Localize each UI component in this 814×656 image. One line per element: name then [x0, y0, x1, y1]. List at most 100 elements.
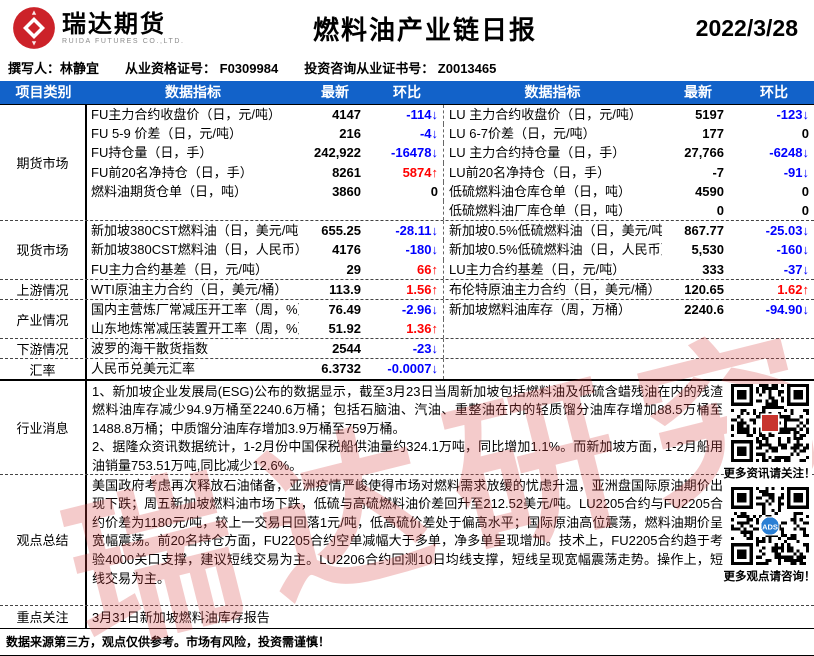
change-value-cell: -6248↓ — [769, 145, 809, 161]
bottom-divider — [0, 654, 814, 656]
latest-value-cell: 242,922 — [314, 145, 361, 161]
latest-value-cell: 867.77 — [684, 223, 724, 239]
latest-value-cell: 76.49 — [328, 301, 361, 317]
change-value-cell: -160↓ — [776, 242, 809, 258]
indicator-cell: 新加坡0.5%低硫燃料油（日，美元/吨） — [443, 221, 662, 241]
change-value-cell — [734, 319, 814, 338]
change-value-cell: -16478↓ — [391, 145, 438, 161]
change-value-cell: -25.03↓ — [765, 223, 809, 239]
indicator-cell — [443, 339, 662, 359]
change-value-cell: -180↓ — [405, 242, 438, 258]
change-value-cell: 5874↑ — [402, 164, 438, 180]
logo-text: 瑞达期货 RUIDA FUTURES CO.,LTD. — [62, 11, 185, 45]
change-value-cell: 0 — [801, 202, 809, 218]
section-rows: WTI原油主力合约（日，美元/桶） 113.9 1.56↑ 布伦特原油主力合约（日，美… — [87, 279, 814, 299]
indicator-cell: 山东地炼常减压装置开工率（周，%） — [91, 321, 299, 337]
table-body: 期货市场 FU主力合约收盘价（日，元/吨） 4147 -114↓ LU 主力合约收盘价（… — [0, 105, 814, 381]
writer-qualification: 从业资格证号： F0309984 — [125, 61, 279, 76]
table-row: FU前20名净持仓（日，手） 8261 5874↑ LU前20名净持仓（日，手） -7 -… — [87, 162, 814, 182]
change-value-cell: 0 — [801, 183, 809, 199]
section-rows: 波罗的海干散货指数 2544 -23↓ — [87, 339, 814, 359]
indicator-cell: 低硫燃料油厂库仓单（日，吨） — [443, 200, 662, 221]
table-row: 新加坡380CST燃料油（日，人民币） 4176 -180↓ 新加坡0.5%低硫燃料油… — [87, 240, 814, 260]
table-row: FU 5-9 价差（日，元/吨） 216 -4↓ LU 6-7价差（日，元/吨） 177… — [87, 124, 814, 144]
table-header-row: 项目类别 数据指标 最新 环比 数据指标 最新 环比 — [0, 81, 814, 105]
latest-value-cell: 27,766 — [684, 145, 724, 161]
change-value-cell: 0 — [430, 183, 438, 199]
opinion-summary-row: 观点总结 美国政府考虑再次释放石油储备，亚洲疫情严峻使得市场对燃料需求放缓的忧虑… — [0, 474, 814, 606]
ruida-logo: 瑞达期货 RUIDA FUTURES CO.,LTD. — [0, 6, 232, 50]
table-section: 下游情况 波罗的海干散货指数 2544 -23↓ — [0, 339, 814, 360]
page-title: 燃料油产业链日报 — [312, 14, 537, 45]
table-row: 波罗的海干散货指数 2544 -23↓ — [87, 339, 814, 359]
change-value-cell: 66↑ — [417, 261, 438, 277]
latest-value-cell: 0 — [716, 202, 724, 218]
indicator-cell: FU前20名净持仓（日，手） — [91, 164, 253, 180]
ruida-logo-icon — [13, 7, 55, 49]
latest-value-cell: 6.3732 — [321, 361, 361, 377]
latest-value-cell: 2544 — [332, 341, 361, 357]
latest-value-cell: 5,530 — [691, 242, 724, 258]
category-label: 产业情况 — [0, 299, 87, 339]
table-row: 人民币兑美元汇率 6.3732 -0.0007↓ — [87, 359, 814, 379]
table-header-cell: 数据指标 — [165, 84, 221, 100]
brand-subtitle: RUIDA FUTURES CO.,LTD. — [62, 37, 185, 45]
latest-value-cell: 113.9 — [329, 281, 361, 297]
table-row: 燃料油期货仓单（日，吨） 3860 0 低硫燃料油仓库仓单（日，吨） 4590 0 — [87, 181, 814, 201]
latest-value-cell: 4590 — [695, 183, 724, 199]
latest-value-cell: 2240.6 — [684, 301, 724, 317]
wechat-qr-code-opinion: ADS — [730, 487, 809, 565]
latest-value-cell — [662, 359, 734, 378]
change-value-cell: -94.90↓ — [765, 301, 809, 317]
table-section: 现货市场 新加坡380CST燃料油（日，美元/吨） 655.25 -28.11↓ 新加坡… — [0, 221, 814, 280]
change-value-cell — [371, 201, 443, 220]
section-rows: FU主力合约收盘价（日，元/吨） 4147 -114↓ LU 主力合约收盘价（日，元/… — [87, 105, 814, 221]
indicator-cell: LU 主力合约收盘价（日，元/吨） — [443, 105, 662, 125]
change-value-cell: 1.62↑ — [777, 281, 809, 297]
indicator-cell: 新加坡0.5%低硫燃料油（日，人民币） — [443, 240, 662, 260]
table-row: FU持仓量（日，手） 242,922 -16478↓ LU 主力合约持仓量（日，手） 2… — [87, 143, 814, 163]
indicator-cell: 人民币兑美元汇率 — [91, 361, 196, 377]
indicator-cell: 低硫燃料油仓库仓单（日，吨） — [443, 181, 662, 201]
report-header: 瑞达期货 RUIDA FUTURES CO.,LTD. 燃料油产业链日报 202… — [0, 0, 814, 56]
indicator-cell: 国内主营炼厂常减压开工率（周，%） — [91, 301, 299, 317]
table-header-cell: 最新 — [684, 84, 712, 100]
change-value-cell: -91↓ — [783, 164, 809, 180]
table-header-cell: 环比 — [393, 84, 421, 100]
indicator-cell — [443, 319, 662, 339]
category-label: 现货市场 — [0, 221, 87, 279]
change-value-cell: 1.36↑ — [406, 321, 438, 337]
writer-name: 撰写人：林静宜 — [8, 61, 100, 76]
latest-value-cell: 655.25 — [321, 223, 361, 239]
indicator-cell: FU主力合约基差（日，元/吨） — [91, 261, 268, 277]
svg-text:ADS: ADS — [762, 522, 778, 531]
news-paragraph-1: 1、新加坡企业发展局(ESG)公布的数据显示，截至3月23日当周新加坡包括燃料油… — [92, 383, 723, 436]
latest-value-cell: 29 — [346, 261, 361, 277]
latest-value-cell: 177 — [702, 126, 724, 142]
table-section: 上游情况 WTI原油主力合约（日，美元/桶） 113.9 1.56↑ 布伦特原油主力合约… — [0, 279, 814, 300]
writer-advisory: 投资咨询从业证书号： Z0013465 — [304, 61, 497, 76]
table-section: 产业情况 国内主营炼厂常减压开工率（周，%） 76.49 -2.96↓ 新加坡燃料油库存… — [0, 299, 814, 340]
change-value-cell: -4↓ — [419, 126, 438, 142]
indicator-cell: 新加坡380CST燃料油（日，美元/吨） — [91, 223, 299, 239]
latest-value-cell: 4176 — [332, 242, 361, 258]
change-value-cell: -114↓ — [406, 107, 438, 122]
latest-value-cell — [299, 201, 371, 220]
table-row: 国内主营炼厂常减压开工率（周，%） 76.49 -2.96↓ 新加坡燃料油库存（周，万… — [87, 299, 814, 320]
table-row: FU主力合约收盘价（日，元/吨） 4147 -114↓ LU 主力合约收盘价（日，元/… — [87, 105, 814, 125]
indicator-cell: WTI原油主力合约（日，美元/桶） — [91, 281, 288, 297]
change-value-cell — [734, 359, 814, 378]
category-label-opinion: 观点总结 — [0, 474, 87, 605]
opinion-summary-content: 美国政府考虑再次释放石油储备，亚洲疫情严峻使得市场对燃料需求放缓的忧虑升温，亚洲… — [92, 477, 723, 586]
key-focus-row: 重点关注 3月31日新加坡燃料油库存报告 — [0, 605, 814, 629]
change-value-cell: 1.56↑ — [406, 281, 438, 297]
change-value-cell: -123↓ — [776, 107, 809, 122]
latest-value-cell — [662, 339, 734, 358]
indicator-cell — [87, 201, 299, 220]
writer-line: 撰写人：林静宜 从业资格证号： F0309984 投资咨询从业证书号： Z001… — [0, 56, 814, 81]
table-header-cell: 数据指标 — [524, 84, 581, 100]
indicator-cell: LU 主力合约持仓量（日，手） — [443, 143, 662, 163]
section-rows: 人民币兑美元汇率 6.3732 -0.0007↓ — [87, 359, 814, 379]
indicator-cell: FU 5-9 价差（日，元/吨） — [91, 126, 242, 142]
wechat-qr-code-news — [730, 384, 809, 462]
